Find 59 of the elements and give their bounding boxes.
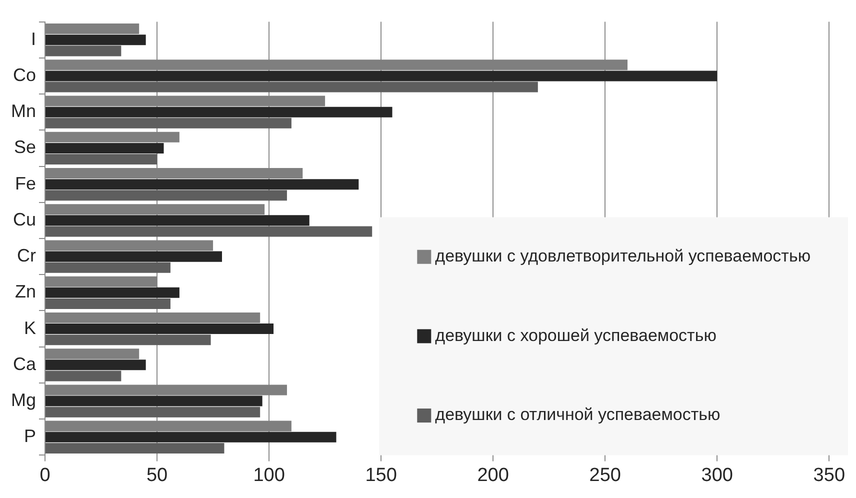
bar — [46, 132, 180, 142]
y-tick-label: Zn — [14, 282, 36, 302]
bar — [46, 46, 122, 56]
x-tick-label: 100 — [253, 464, 285, 486]
y-tick-label: Co — [12, 64, 36, 85]
bar — [46, 396, 262, 406]
bar — [46, 334, 211, 346]
x-tick-label: 350 — [813, 464, 845, 486]
bar — [46, 179, 359, 190]
bar — [46, 262, 170, 273]
bar — [46, 287, 180, 298]
bar — [46, 298, 170, 310]
bar — [46, 142, 164, 154]
bar — [46, 370, 122, 382]
bar — [46, 190, 287, 201]
bar — [46, 432, 336, 442]
bar — [46, 106, 392, 118]
bar — [46, 360, 146, 370]
x-tick-label: 50 — [146, 464, 168, 486]
y-tick-label: Mn — [10, 101, 36, 122]
y-tick-label: Cr — [17, 246, 36, 266]
y-tick-label: I — [30, 28, 36, 49]
x-tick-label: 0 — [40, 464, 50, 486]
y-tick-label: Mg — [10, 390, 36, 410]
y-tick-label: K — [24, 318, 36, 338]
bar — [46, 312, 260, 323]
bar — [46, 384, 287, 396]
bar — [46, 34, 146, 46]
bar — [46, 154, 158, 165]
legend-label: девушки с отличной успеваемостью — [435, 405, 721, 424]
x-tick-label: 250 — [589, 464, 621, 486]
bar — [46, 240, 214, 251]
bar — [46, 82, 538, 92]
x-tick-label: 300 — [701, 464, 733, 486]
bar — [46, 70, 718, 82]
bar — [46, 324, 274, 334]
bar — [46, 442, 224, 454]
x-tick-label: 150 — [365, 464, 397, 486]
y-tick-label: Cu — [12, 209, 36, 230]
bar — [46, 215, 310, 226]
bar — [46, 24, 140, 34]
bar — [46, 168, 303, 179]
y-tick-label: Ca — [12, 354, 37, 374]
legend-label: девушки с хорошей успеваемостью — [435, 326, 717, 345]
bar — [46, 118, 292, 128]
legend-label: девушки с удовлетворительной успеваемостью — [435, 246, 811, 266]
y-tick-label: Fe — [14, 173, 36, 194]
x-tick-label: 200 — [477, 464, 509, 486]
bar — [46, 420, 292, 432]
bar — [46, 96, 326, 106]
y-tick-label: Se — [14, 137, 36, 158]
bar — [46, 60, 628, 70]
bar — [46, 204, 265, 215]
bar — [46, 226, 372, 237]
y-tick-label: P — [24, 426, 36, 446]
bar — [46, 251, 222, 262]
bar — [46, 276, 158, 287]
bar — [46, 406, 260, 418]
bar — [46, 348, 140, 360]
